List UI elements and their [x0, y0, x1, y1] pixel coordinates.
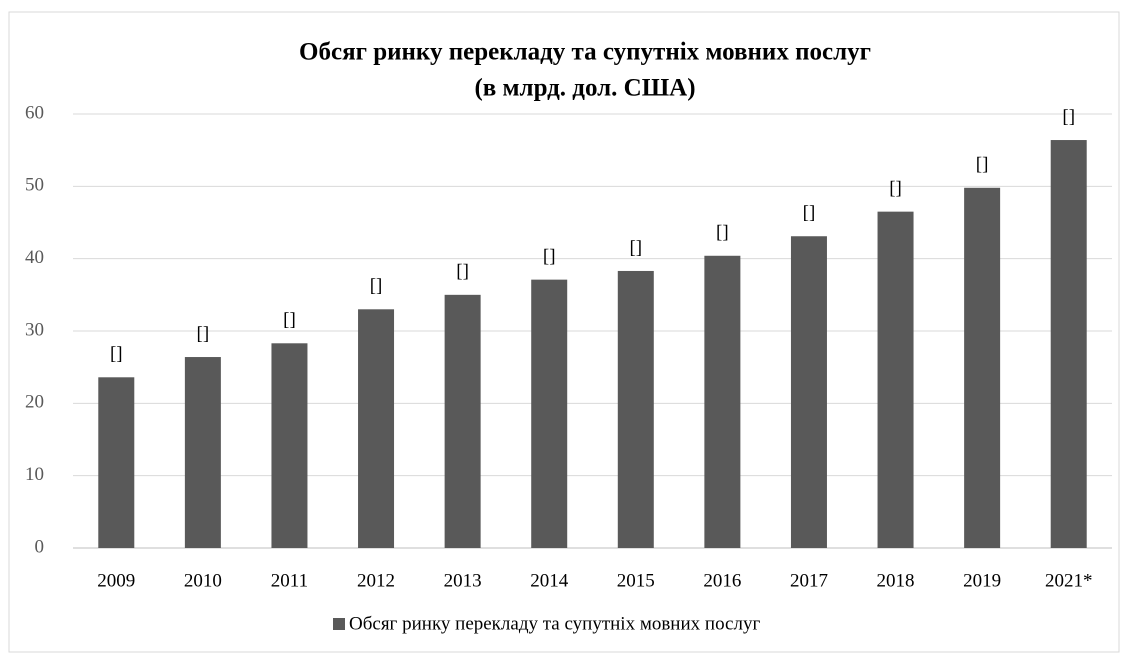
y-tick-label: 10	[25, 464, 44, 485]
data-label: []	[110, 344, 123, 365]
x-tick-label: 2014	[530, 570, 569, 591]
y-tick-label: 60	[25, 102, 44, 123]
y-tick-label: 20	[25, 392, 44, 413]
x-tick-label: 2011	[271, 570, 308, 591]
chart-title: Обсяг ринку перекладу та супутніх мовних…	[299, 39, 871, 66]
x-tick-label: 2017	[790, 570, 828, 591]
bar	[358, 309, 395, 548]
y-tick-label: 50	[25, 175, 44, 196]
x-tick-label: 2009	[97, 570, 135, 591]
x-tick-label: 2010	[184, 570, 222, 591]
x-tick-label: 2016	[703, 570, 741, 591]
data-label: []	[1062, 106, 1075, 127]
bar	[444, 294, 481, 548]
bar	[184, 357, 221, 548]
x-tick-label: 2012	[357, 570, 395, 591]
x-tick-label: 2015	[617, 570, 655, 591]
legend-label: Обсяг ринку перекладу та супутніх мовних…	[349, 613, 760, 634]
data-label: []	[889, 178, 902, 199]
data-label: []	[283, 310, 296, 331]
bar	[1050, 140, 1087, 549]
x-tick-label: 2013	[444, 570, 482, 591]
bar	[877, 211, 914, 548]
x-tick-label: 2018	[877, 570, 915, 591]
legend-swatch	[333, 618, 345, 630]
data-label: []	[803, 203, 816, 224]
x-tick-label: 2021*	[1045, 570, 1093, 591]
data-label: []	[197, 323, 210, 344]
bar	[98, 377, 135, 548]
bar	[790, 236, 827, 548]
x-tick-label: 2019	[963, 570, 1001, 591]
data-label: []	[716, 222, 729, 243]
data-label: []	[629, 237, 642, 258]
data-label: []	[370, 276, 383, 297]
bar	[704, 255, 741, 549]
data-label: []	[456, 261, 469, 282]
data-label: []	[543, 246, 556, 267]
bar	[271, 343, 308, 548]
data-label: []	[976, 154, 989, 175]
bar	[531, 279, 568, 548]
y-tick-label: 30	[25, 319, 44, 340]
chart-subtitle: (в млрд. дол. США)	[474, 75, 695, 102]
bar	[964, 187, 1001, 548]
bar	[617, 270, 654, 548]
y-tick-label: 40	[25, 247, 44, 268]
y-tick-label: 0	[35, 536, 45, 557]
